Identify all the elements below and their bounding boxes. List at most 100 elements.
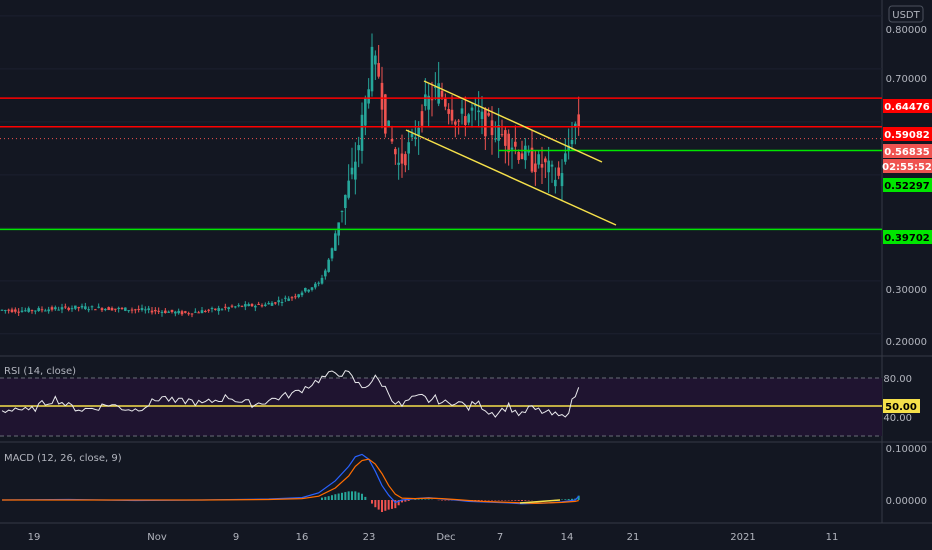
candle[interactable]	[390, 125, 394, 145]
candle[interactable]	[537, 150, 540, 169]
candle[interactable]	[47, 306, 50, 314]
candle[interactable]	[184, 310, 187, 314]
candle[interactable]	[367, 78, 370, 109]
candle[interactable]	[394, 146, 397, 165]
candle[interactable]	[344, 194, 347, 225]
candle[interactable]	[420, 104, 424, 133]
candle[interactable]	[294, 293, 297, 300]
candle[interactable]	[124, 307, 127, 312]
candle[interactable]	[290, 296, 294, 301]
candle[interactable]	[20, 307, 24, 313]
candle[interactable]	[74, 305, 77, 311]
candle[interactable]	[14, 307, 17, 314]
candle[interactable]	[54, 305, 57, 311]
price-badge-0[interactable]: 0.64476	[883, 99, 932, 113]
candle[interactable]	[490, 106, 494, 155]
channel-upper-trendline[interactable]	[423, 80, 603, 163]
candle[interactable]	[114, 308, 117, 313]
candle[interactable]	[477, 91, 480, 128]
candle[interactable]	[300, 290, 304, 298]
candle[interactable]	[147, 305, 150, 314]
candle[interactable]	[274, 301, 277, 305]
candle[interactable]	[554, 167, 557, 194]
candle[interactable]	[204, 309, 207, 313]
candle[interactable]	[384, 93, 387, 138]
candle[interactable]	[510, 138, 514, 169]
rsi-line[interactable]	[1, 370, 580, 418]
candle[interactable]	[270, 301, 274, 306]
candle[interactable]	[484, 107, 487, 150]
candle[interactable]	[97, 303, 100, 309]
candle[interactable]	[134, 308, 137, 314]
candle[interactable]	[304, 287, 307, 293]
candle[interactable]	[404, 151, 407, 173]
macd-line[interactable]	[1, 453, 580, 505]
candle[interactable]	[400, 134, 404, 178]
candle[interactable]	[350, 147, 354, 180]
candle[interactable]	[207, 308, 210, 313]
candle[interactable]	[230, 304, 234, 308]
candle[interactable]	[120, 306, 124, 310]
candle[interactable]	[150, 306, 154, 315]
candle[interactable]	[37, 306, 40, 312]
candle[interactable]	[314, 281, 317, 290]
candle[interactable]	[454, 119, 457, 138]
candle[interactable]	[277, 296, 280, 306]
candle[interactable]	[67, 306, 70, 312]
candle[interactable]	[497, 107, 500, 158]
candle[interactable]	[210, 306, 214, 313]
candle[interactable]	[374, 50, 377, 80]
candle[interactable]	[460, 99, 464, 125]
candle[interactable]	[137, 305, 140, 313]
candle[interactable]	[110, 306, 114, 311]
candle[interactable]	[334, 230, 337, 251]
candle[interactable]	[284, 295, 287, 302]
countdown-badge[interactable]: 02:55:52	[882, 159, 932, 173]
candle[interactable]	[87, 306, 90, 313]
candle[interactable]	[140, 304, 144, 312]
candle[interactable]	[467, 112, 470, 126]
candle[interactable]	[24, 307, 27, 312]
candle[interactable]	[57, 306, 60, 311]
candle[interactable]	[200, 306, 204, 314]
candle[interactable]	[547, 146, 550, 194]
candle[interactable]	[44, 308, 47, 312]
candle[interactable]	[127, 310, 130, 313]
candle[interactable]	[577, 96, 580, 136]
candle[interactable]	[197, 310, 200, 314]
candle[interactable]	[397, 147, 400, 180]
candle[interactable]	[507, 129, 510, 166]
candle[interactable]	[174, 310, 177, 317]
candle[interactable]	[257, 301, 260, 305]
candle[interactable]	[560, 159, 564, 202]
candle[interactable]	[427, 83, 430, 128]
price-badges[interactable]: 0.64476 0.59082 0.56835 02:55:52 0.52297…	[882, 99, 932, 244]
candle[interactable]	[237, 303, 240, 308]
candle[interactable]	[10, 307, 14, 313]
candle[interactable]	[517, 149, 520, 164]
price-badge-4[interactable]: 0.52297	[883, 178, 932, 192]
candle[interactable]	[340, 210, 344, 223]
candle[interactable]	[330, 247, 334, 262]
candle[interactable]	[327, 258, 330, 273]
candle[interactable]	[470, 103, 474, 128]
candle[interactable]	[377, 44, 380, 79]
candle[interactable]	[260, 303, 264, 308]
price-axis[interactable]: 0.80000 0.70000 0.30000 0.20000	[886, 25, 927, 348]
candle[interactable]	[450, 95, 454, 125]
price-badge-5[interactable]: 0.39702	[883, 230, 932, 244]
candle[interactable]	[564, 138, 567, 165]
candle[interactable]	[7, 308, 10, 314]
candle[interactable]	[247, 302, 250, 307]
candle[interactable]	[144, 306, 147, 314]
candle[interactable]	[80, 303, 84, 310]
candle[interactable]	[160, 310, 164, 317]
candle[interactable]	[267, 301, 270, 305]
candle[interactable]	[550, 160, 554, 183]
time-axis[interactable]: 19 Nov 9 16 23 Dec 7 14 21 2021 11	[28, 532, 839, 543]
candle[interactable]	[320, 274, 324, 285]
candle[interactable]	[0, 309, 4, 311]
candle[interactable]	[70, 305, 74, 312]
candle[interactable]	[17, 308, 20, 316]
candle[interactable]	[354, 142, 357, 195]
